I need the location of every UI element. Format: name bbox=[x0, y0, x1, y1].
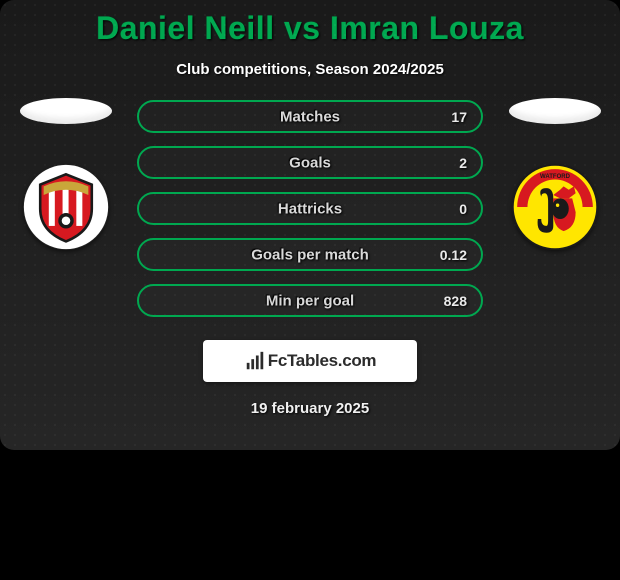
stat-bar-matches: Matches 17 bbox=[137, 100, 483, 133]
stat-bar-goals: Goals 2 bbox=[137, 146, 483, 179]
left-oval bbox=[20, 98, 112, 124]
right-oval bbox=[509, 98, 601, 124]
watford-crest-icon: WATFORD bbox=[512, 164, 598, 250]
stat-right-value: 0 bbox=[459, 201, 467, 217]
left-team-crest bbox=[23, 164, 109, 250]
stat-label: Goals per match bbox=[251, 246, 369, 263]
left-team-col bbox=[8, 100, 123, 250]
stat-bar-min-per-goal: Min per goal 828 bbox=[137, 284, 483, 317]
stats-column: Matches 17 Goals 2 Hattricks 0 Goals per… bbox=[123, 100, 497, 330]
brand-label: FcTables.com bbox=[268, 351, 377, 371]
main-row: Matches 17 Goals 2 Hattricks 0 Goals per… bbox=[0, 100, 620, 330]
stat-right-value: 2 bbox=[459, 155, 467, 171]
page-title: Daniel Neill vs Imran Louza bbox=[0, 10, 620, 47]
subtitle: Club competitions, Season 2024/2025 bbox=[0, 61, 620, 78]
stat-label: Min per goal bbox=[266, 292, 354, 309]
svg-text:WATFORD: WATFORD bbox=[540, 174, 571, 180]
comparison-card: Daniel Neill vs Imran Louza Club competi… bbox=[0, 0, 620, 450]
date-label: 19 february 2025 bbox=[0, 400, 620, 417]
stat-right-value: 0.12 bbox=[440, 247, 467, 263]
stat-bar-goals-per-match: Goals per match 0.12 bbox=[137, 238, 483, 271]
stat-right-value: 828 bbox=[444, 293, 467, 309]
brand-box[interactable]: FcTables.com bbox=[203, 340, 417, 382]
chart-icon bbox=[244, 350, 266, 372]
stat-right-value: 17 bbox=[451, 109, 467, 125]
stat-bar-hattricks: Hattricks 0 bbox=[137, 192, 483, 225]
right-team-col: WATFORD bbox=[497, 100, 612, 250]
right-team-crest: WATFORD bbox=[512, 164, 598, 250]
stat-label: Goals bbox=[289, 154, 331, 171]
sunderland-crest-icon bbox=[23, 164, 109, 250]
stat-label: Matches bbox=[280, 108, 340, 125]
stat-label: Hattricks bbox=[278, 200, 342, 217]
